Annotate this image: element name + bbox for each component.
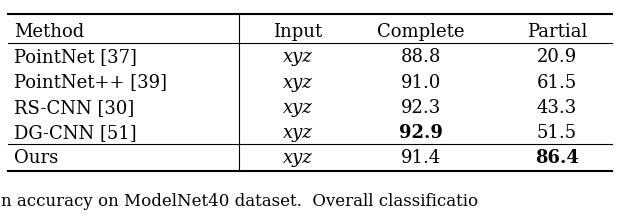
Text: 20.9: 20.9 — [537, 48, 577, 66]
Text: PointNet++ [39]: PointNet++ [39] — [14, 73, 167, 91]
Text: xyz: xyz — [283, 149, 312, 167]
Text: Ours: Ours — [14, 149, 58, 167]
Text: RS-CNN [30]: RS-CNN [30] — [14, 99, 134, 117]
Text: 43.3: 43.3 — [537, 99, 577, 117]
Text: xyz: xyz — [283, 73, 312, 91]
Text: 91.0: 91.0 — [401, 73, 441, 91]
Text: Method: Method — [14, 23, 84, 41]
Text: 86.4: 86.4 — [535, 149, 579, 167]
Text: PointNet [37]: PointNet [37] — [14, 48, 136, 66]
Text: n accuracy on ModelNet40 dataset.  Overall classificatio: n accuracy on ModelNet40 dataset. Overal… — [1, 193, 479, 210]
Text: Complete: Complete — [378, 23, 465, 41]
Text: Input: Input — [273, 23, 322, 41]
Text: 92.9: 92.9 — [399, 124, 443, 142]
Text: Partial: Partial — [527, 23, 587, 41]
Text: 61.5: 61.5 — [537, 73, 577, 91]
Text: DG-CNN [51]: DG-CNN [51] — [14, 124, 136, 142]
Text: xyz: xyz — [283, 48, 312, 66]
Text: 91.4: 91.4 — [401, 149, 441, 167]
Text: xyz: xyz — [283, 99, 312, 117]
Text: 88.8: 88.8 — [401, 48, 441, 66]
Text: 92.3: 92.3 — [401, 99, 441, 117]
Text: 51.5: 51.5 — [537, 124, 577, 142]
Text: xyz: xyz — [283, 124, 312, 142]
